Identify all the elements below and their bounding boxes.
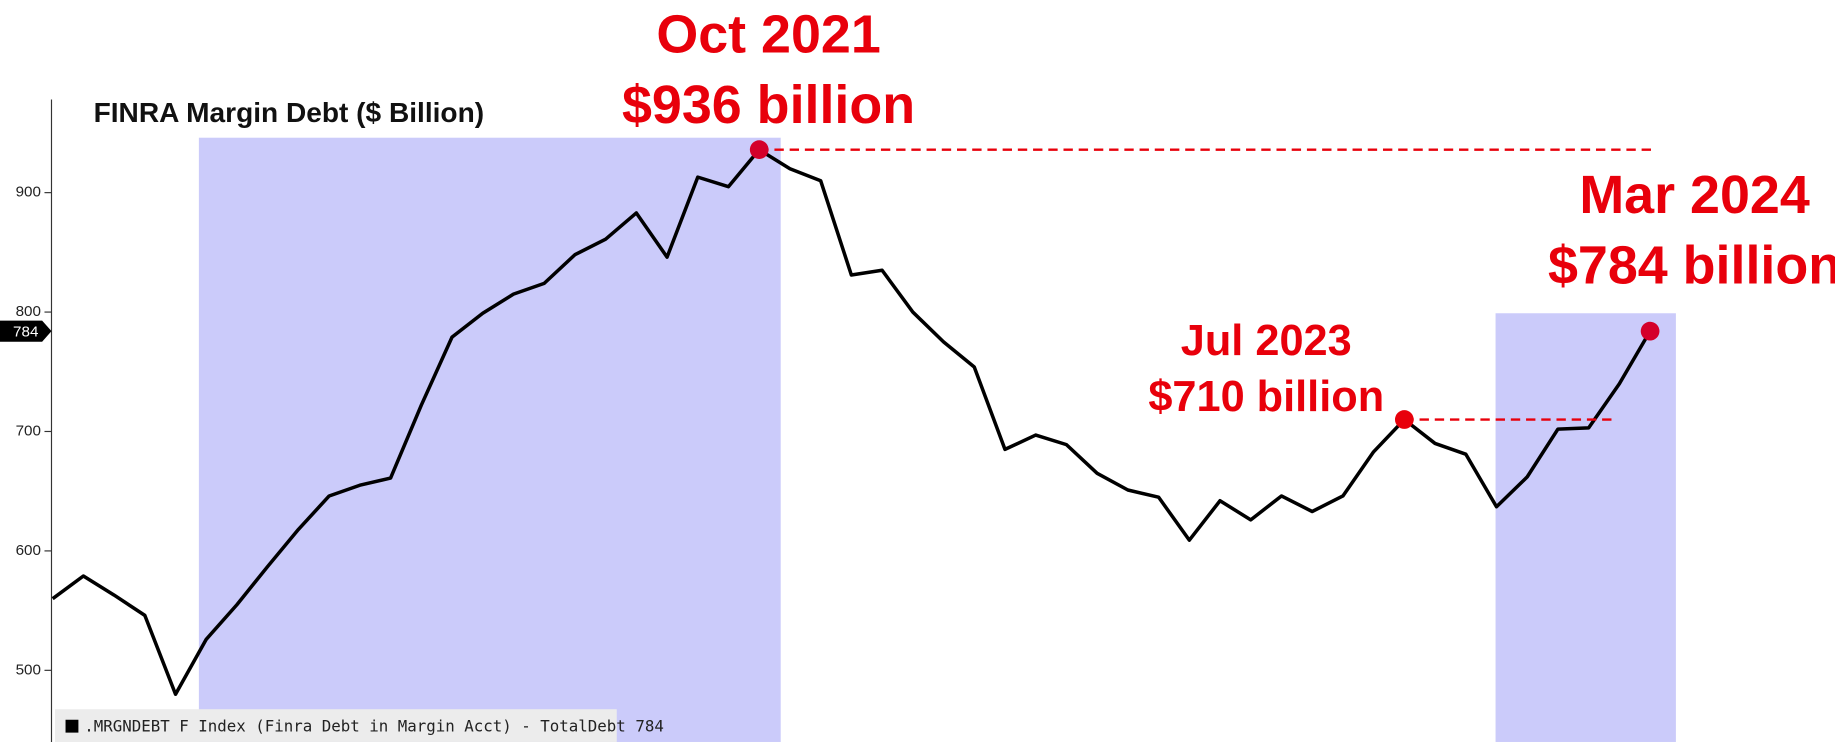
annotation-label: Oct 2021: [656, 5, 880, 65]
annotation-dot: [1394, 410, 1414, 429]
y-tick-label: 800: [16, 303, 41, 320]
legend-label: .MRGNDEBT F Index (Finra Debt in Margin …: [84, 716, 664, 735]
chart-title: FINRA Margin Debt ($ Billion): [94, 97, 484, 128]
annotation-label: $784 billion: [1548, 235, 1835, 295]
annotation-label: Mar 2024: [1579, 165, 1809, 225]
annotation-label: Jul 2023: [1181, 317, 1352, 365]
annotation-dot: [1640, 321, 1660, 341]
plot: [51, 140, 1660, 696]
annotation-dot: [749, 140, 769, 160]
legend-swatch: [65, 719, 79, 733]
annotation-label: $710 billion: [1148, 373, 1384, 421]
shaded-regions: [198, 137, 1676, 742]
line-series: [51, 147, 1652, 696]
shaded-span: [198, 137, 781, 742]
last-value-tag: [0, 320, 52, 342]
annotation-label: $936 billion: [622, 75, 915, 135]
shaded-span: [1495, 313, 1676, 742]
y-tick-label: 700: [16, 423, 41, 440]
legend-box: [55, 709, 617, 742]
y-tick-label: 900: [16, 184, 41, 201]
last-value-label: 784: [13, 323, 39, 340]
y-tick-label: 500: [16, 661, 41, 678]
y-tick-label: 600: [16, 542, 41, 559]
